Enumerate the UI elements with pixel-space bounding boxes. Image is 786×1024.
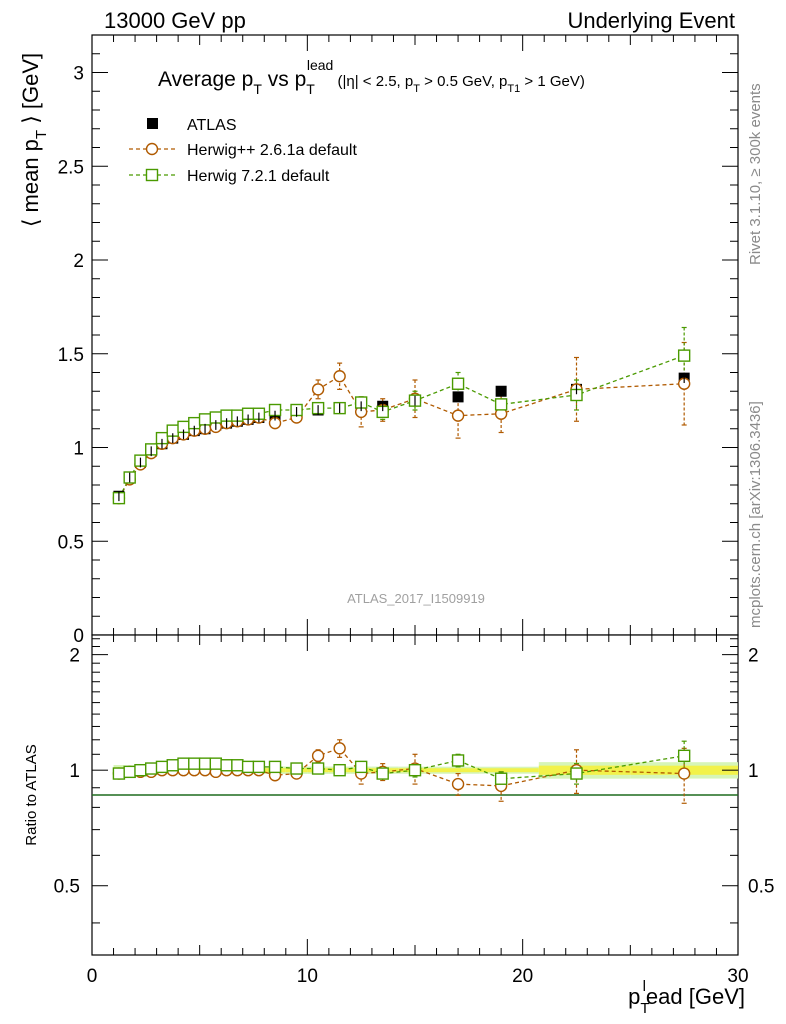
main-y-tick-label: 2.5 — [58, 157, 84, 178]
ratio-y-tick-label-right: 0.5 — [748, 877, 774, 898]
ratio-herwig7-point — [123, 765, 136, 779]
herwigpp-data-point — [311, 383, 325, 396]
legend-label-atlas: ATLAS — [187, 117, 237, 134]
herwigpp-data-point — [333, 370, 346, 383]
ratio-herwigpp-point — [677, 767, 691, 780]
ratio-herwig7-point — [376, 767, 389, 780]
ratio-axis-ticks: 0.5 0.51 12 20 10 20 30 — [54, 635, 774, 987]
legend-marker-atlas — [147, 118, 158, 129]
ratio-band-inner-segment — [479, 768, 539, 773]
main-y-tick-label: 0 — [73, 626, 84, 647]
main-y-tick-label: 1.5 — [58, 345, 84, 366]
ratio-herwig7-point — [155, 760, 169, 774]
ratio-herwig7-point — [677, 749, 691, 763]
legend-marker-herwigpp — [145, 142, 159, 156]
ratio-herwig7-point — [268, 760, 282, 774]
ratio-herwig7-point — [166, 759, 179, 772]
mcplots-source-label: mcplots.cern.ch [arXiv:1306.3436] — [747, 401, 764, 628]
ratio-herwig7-point — [354, 760, 368, 774]
main-y-tick-label: 0.5 — [58, 532, 84, 553]
ratio-herwig7-point — [209, 757, 223, 770]
legend-marker-herwig7 — [145, 168, 159, 182]
herwig7-data-point — [677, 349, 691, 362]
header-process: 13000 GeV pp — [104, 8, 246, 33]
ratio-herwig7-point — [134, 763, 147, 777]
ratio-y-tick-label-right: 1 — [748, 761, 759, 782]
ratio-y-tick-label: 1 — [69, 761, 80, 782]
rivet-version-label: Rivet 3.1.10, ≥ 300k events — [747, 83, 764, 265]
ratio-herwig7-point — [333, 763, 346, 777]
analysis-watermark: ATLAS_2017_I1509919 — [347, 591, 485, 606]
ratio-herwig7-point — [252, 760, 266, 774]
ratio-herwig7-point — [112, 767, 126, 780]
main-y-tick-label: 3 — [73, 64, 84, 85]
herwig7-data-point — [494, 398, 508, 411]
ratio-series-layer — [112, 739, 691, 804]
ratio-herwig7-point — [408, 763, 422, 777]
ratio-band-inner-segment — [436, 768, 480, 773]
herwig7-data-point — [451, 377, 465, 390]
main-y-tick-label: 1 — [73, 439, 84, 460]
ratio-herwig7-point — [145, 762, 158, 775]
legend-label-herwig7: Herwig 7.2.1 default — [187, 168, 330, 185]
ratio-herwig7-point — [241, 760, 255, 774]
ratio-y-tick-label-right: 2 — [748, 646, 759, 667]
ratio-herwig7-point — [570, 767, 583, 780]
x-tick-label: 20 — [512, 966, 533, 987]
ratio-herwig7-point — [290, 762, 303, 775]
x-axis-label: pTlead [GeV] — [628, 978, 745, 1017]
ratio-y-tick-label: 0.5 — [54, 877, 80, 898]
ratio-y-axis-label: Ratio to ATLAS — [23, 744, 40, 845]
legend-item-atlas: ATLAS — [147, 117, 237, 134]
ratio-herwigpp-point — [451, 777, 465, 791]
main-series-layer — [112, 326, 691, 505]
ratio-herwig7-point — [231, 759, 244, 772]
ratio-herwig7-point — [198, 757, 212, 770]
ratio-herwig7-point — [451, 754, 465, 767]
legend-label-herwigpp: Herwig++ 2.6.1a default — [187, 142, 357, 159]
ratio-y-tick-label: 2 — [69, 646, 80, 667]
legend: ATLAS Herwig++ 2.6.1a default Herwig 7.2… — [129, 117, 357, 185]
ratio-herwig7-point — [220, 759, 233, 772]
herwigpp-data-point — [451, 409, 465, 422]
ratio-herwigpp-point — [311, 749, 325, 763]
ratio-herwig7-point — [188, 757, 201, 770]
x-tick-label: 10 — [297, 966, 318, 987]
legend-item-herwig7: Herwig 7.2.1 default — [129, 168, 330, 185]
herwig7-data-point — [198, 413, 212, 426]
main-y-axis-label: ⟨ mean pT ⟩ [GeV] — [18, 53, 50, 227]
main-y-tick-label: 2 — [73, 251, 84, 272]
ratio-herwig7-point — [311, 762, 325, 775]
ratio-herwig7-point — [177, 757, 190, 770]
main-plot-frame — [91, 34, 739, 636]
main-title: Average pT vs pTlead (|η| < 2.5, pT > 0.… — [158, 57, 585, 97]
x-tick-label: 0 — [87, 966, 98, 987]
ratio-herwig7-point — [494, 772, 508, 785]
x-tick-label: 30 — [727, 966, 748, 987]
legend-item-herwigpp: Herwig++ 2.6.1a default — [129, 142, 357, 159]
ratio-herwigpp-point — [333, 742, 346, 755]
header-analysis: Underlying Event — [567, 8, 735, 33]
main-axis-ticks: 0 0.5 1 1.5 2 2.5 3 — [58, 35, 739, 647]
